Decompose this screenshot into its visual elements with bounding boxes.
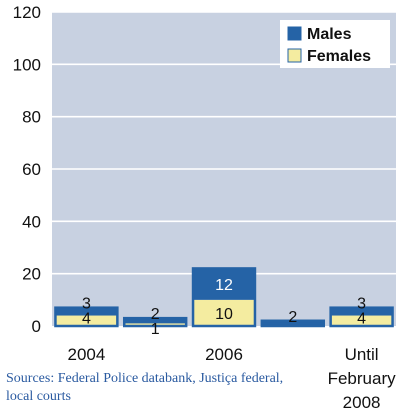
y-tick-label: 0 — [32, 317, 41, 336]
y-tick-label: 80 — [22, 108, 41, 127]
x-category-label: Until February 2008 — [328, 345, 397, 412]
data-label-females: 4 — [357, 311, 366, 328]
bar-males — [55, 307, 118, 316]
bar-females — [55, 315, 118, 326]
data-label-males: 3 — [82, 296, 91, 313]
x-category-label: 2004 — [67, 345, 105, 364]
data-label-males: 2 — [288, 309, 297, 326]
legend-swatch — [287, 48, 302, 63]
y-axis-ticks: 0 20 40 60 80 100 120 — [13, 3, 41, 336]
bar-outline — [191, 267, 257, 328]
y-tick-label: 120 — [13, 3, 41, 22]
legend-swatch — [287, 26, 302, 41]
bar-outline — [54, 306, 119, 328]
bar-males — [124, 318, 187, 324]
y-tick-label: 20 — [22, 265, 41, 284]
x-axis-categories: 2004 2006 Until February 2008 — [67, 345, 396, 412]
y-tick-label: 40 — [22, 212, 41, 231]
bar-males — [330, 307, 393, 316]
bar-males — [193, 268, 255, 300]
y-tick-label: 60 — [22, 160, 41, 179]
legend-label: Females — [307, 48, 371, 65]
y-tick-label: 100 — [13, 55, 41, 74]
bar-females — [193, 299, 255, 326]
legend: Males Females — [280, 20, 390, 68]
data-label-females: 1 — [151, 321, 160, 338]
data-label-females: 4 — [82, 311, 91, 328]
grid-lines — [52, 11, 396, 275]
data-label-males: 3 — [357, 296, 366, 313]
source-note: Sources: Federal Police databank, Justiç… — [6, 371, 284, 404]
data-label-females: 10 — [215, 306, 233, 323]
bar-females — [124, 323, 187, 326]
bar-outline — [260, 319, 326, 328]
bar-outline — [122, 316, 188, 328]
legend-label: Males — [307, 26, 352, 43]
x-category-label: 2006 — [205, 345, 243, 364]
bar-males — [261, 320, 324, 326]
data-label-males: 2 — [151, 306, 160, 323]
data-label-males: 12 — [215, 277, 233, 294]
bar-outline — [329, 306, 394, 328]
bar-females — [330, 315, 393, 326]
